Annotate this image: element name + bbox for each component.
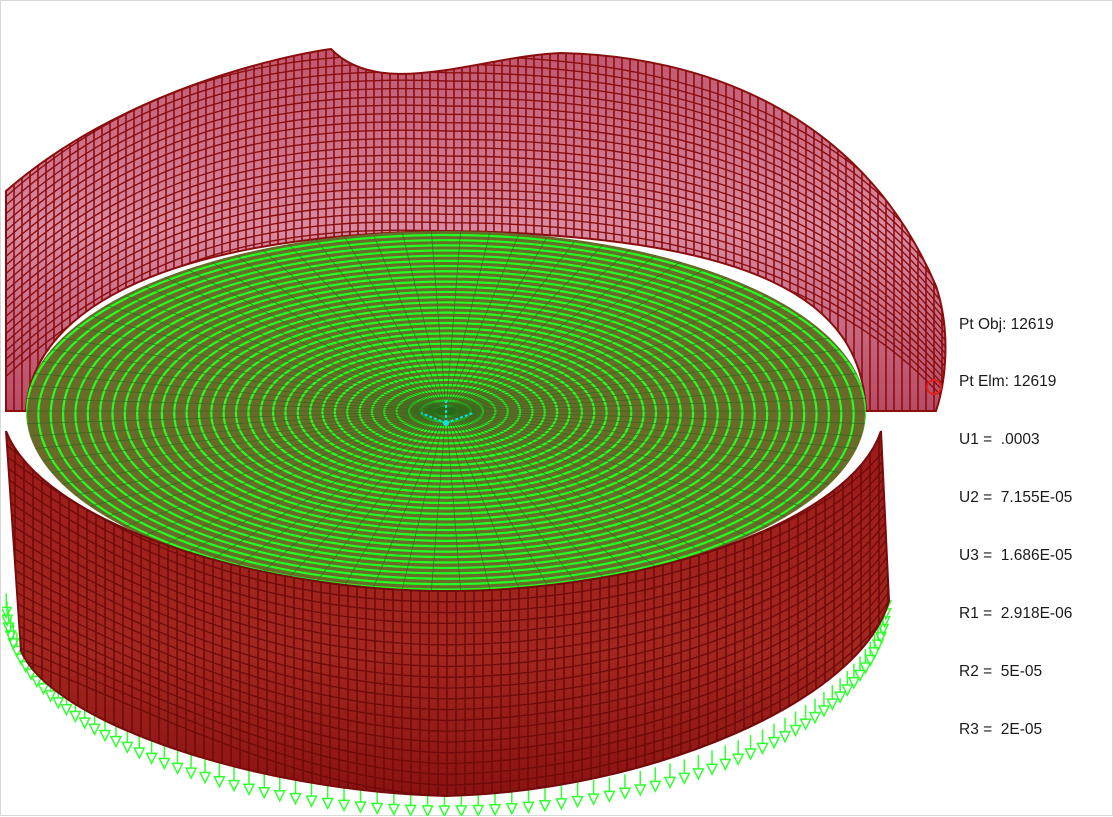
u3-value: U3 = 1.686E-05: [959, 547, 1073, 565]
selected-point-marker[interactable]: [926, 379, 942, 395]
u1-value: U1 = .0003: [959, 431, 1040, 449]
r3-value: R3 = 2E-05: [959, 720, 1043, 738]
pt-elm-label: Pt Elm: 12619: [959, 373, 1057, 391]
point-info-panel: Pt Obj: 12619 Pt Elm: 12619 U1 = .0003 U…: [959, 276, 1072, 778]
r1-value: R1 = 2.918E-06: [959, 605, 1073, 623]
u2-value: U2 = 7.155E-05: [959, 489, 1073, 507]
local-axes-icon: [420, 399, 474, 426]
r2-value: R2 = 5E-05: [959, 662, 1043, 680]
pt-obj-label: Pt Obj: 12619: [959, 315, 1054, 333]
